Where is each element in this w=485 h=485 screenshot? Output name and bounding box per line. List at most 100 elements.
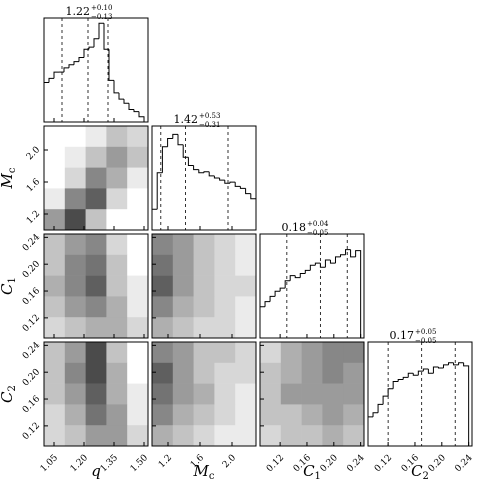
histogram-title: 0.17 bbox=[390, 329, 415, 342]
histogram-step bbox=[355, 250, 362, 338]
density-cell bbox=[172, 254, 194, 276]
density-cell bbox=[214, 254, 236, 276]
density-cell bbox=[64, 126, 86, 148]
density-cell bbox=[127, 275, 149, 297]
histogram-step bbox=[448, 362, 454, 365]
density-cell bbox=[85, 188, 107, 210]
histogram-step bbox=[213, 175, 220, 179]
y-tick-label: 0.20 bbox=[21, 259, 42, 280]
panel-frame bbox=[43, 17, 149, 123]
axis-label-main: C bbox=[0, 391, 16, 403]
density-cell bbox=[106, 167, 128, 189]
density-cell bbox=[214, 404, 236, 426]
histogram-title: 1.22 bbox=[66, 5, 91, 18]
density-cell bbox=[85, 404, 107, 426]
histogram-step bbox=[167, 137, 173, 147]
density-cell bbox=[127, 317, 149, 339]
density-cell bbox=[64, 188, 86, 210]
density-cell bbox=[85, 296, 107, 318]
panel-frame bbox=[43, 125, 149, 231]
density-cell bbox=[214, 425, 236, 447]
density-cell bbox=[193, 254, 215, 276]
density-cell bbox=[343, 425, 365, 447]
x-tick-label: 1.35 bbox=[99, 453, 120, 474]
density-cell bbox=[106, 342, 128, 364]
density-cell bbox=[44, 296, 66, 318]
x-tick-label: 0.20 bbox=[427, 453, 448, 474]
density-cell bbox=[44, 342, 66, 364]
panel-frame bbox=[151, 233, 257, 339]
axis-label-sub: c bbox=[7, 167, 18, 173]
histogram-step bbox=[392, 381, 399, 389]
x-axis-label: C2 bbox=[411, 462, 429, 482]
x-tick-label: 1.2 bbox=[157, 453, 174, 470]
density-cell bbox=[106, 296, 128, 318]
histogram-step bbox=[219, 178, 225, 181]
density-cell bbox=[106, 254, 128, 276]
histogram-step bbox=[407, 372, 414, 378]
histogram-step bbox=[151, 208, 158, 230]
density-cell bbox=[64, 146, 86, 168]
histogram-step bbox=[289, 275, 296, 281]
y-tick-label: 1.2 bbox=[25, 209, 42, 226]
density-cell bbox=[106, 404, 128, 426]
density-cell bbox=[193, 234, 215, 256]
histogram-step bbox=[239, 186, 246, 189]
density-cell bbox=[172, 275, 194, 297]
density-cell bbox=[214, 317, 236, 339]
density-cell bbox=[64, 404, 86, 426]
histogram-step bbox=[264, 301, 271, 307]
histogram-step bbox=[329, 260, 336, 264]
histogram-step bbox=[224, 180, 230, 184]
histogram-step bbox=[417, 370, 424, 376]
histogram-step bbox=[161, 146, 168, 173]
density-cell bbox=[322, 383, 344, 405]
density-cell bbox=[44, 383, 66, 405]
histogram-step bbox=[422, 368, 429, 372]
histogram-step bbox=[427, 369, 434, 374]
density-cell bbox=[64, 383, 86, 405]
x-axis-label: C1 bbox=[303, 462, 321, 482]
density-cell bbox=[127, 167, 149, 189]
histogram-step bbox=[382, 395, 389, 405]
density-cell bbox=[127, 254, 149, 276]
density-cell bbox=[85, 234, 107, 256]
histogram-step bbox=[68, 64, 74, 68]
density-cell bbox=[301, 425, 323, 447]
density-cell bbox=[64, 296, 86, 318]
density-cell bbox=[44, 167, 66, 189]
density-cell bbox=[127, 425, 149, 447]
x-tick-label: 0.12 bbox=[265, 453, 286, 474]
density-cell bbox=[193, 342, 215, 364]
density-cell bbox=[322, 342, 344, 364]
histogram-step bbox=[83, 48, 89, 58]
density-cell bbox=[235, 362, 257, 384]
histogram-step bbox=[279, 287, 286, 292]
density-cell bbox=[193, 362, 215, 384]
histogram-step bbox=[88, 46, 94, 50]
title-lower: −0.05 bbox=[307, 229, 328, 237]
density-cell bbox=[85, 275, 107, 297]
density-cell bbox=[127, 209, 149, 231]
histogram-step bbox=[48, 77, 54, 83]
density-cell bbox=[106, 234, 128, 256]
density-cell bbox=[44, 146, 66, 168]
histogram-step bbox=[128, 103, 134, 111]
density-cell bbox=[280, 425, 302, 447]
density-cell bbox=[152, 317, 174, 339]
density-cell bbox=[214, 275, 236, 297]
histogram-step bbox=[203, 171, 210, 173]
histogram-step bbox=[437, 366, 444, 369]
density-cell bbox=[235, 254, 257, 276]
histogram-step bbox=[402, 376, 409, 380]
title-upper: +0.05 bbox=[415, 328, 436, 336]
density-cell bbox=[127, 404, 149, 426]
axis-label-sub: 2 bbox=[423, 471, 429, 482]
density-cell bbox=[301, 362, 323, 384]
density-cell bbox=[343, 342, 365, 364]
histogram-step bbox=[234, 182, 241, 187]
density-cell bbox=[172, 342, 194, 364]
panel-frame bbox=[259, 233, 365, 339]
histogram-step bbox=[53, 71, 59, 79]
